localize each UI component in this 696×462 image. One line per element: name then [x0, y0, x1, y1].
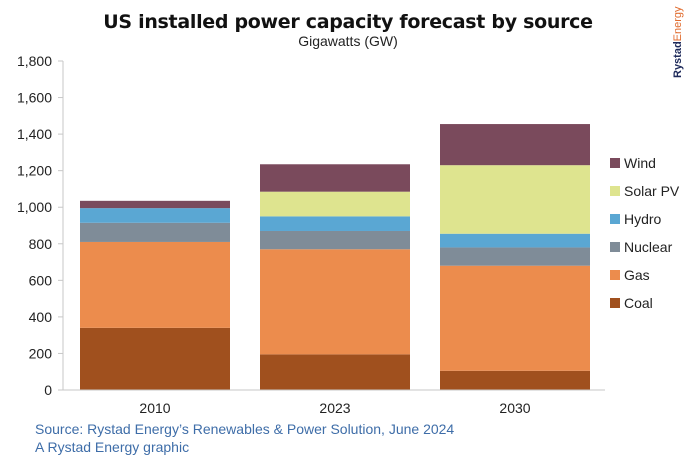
- bar-2010-wind: [80, 200, 230, 209]
- legend-swatch-wind: [610, 158, 620, 168]
- bar-2023-gas: [260, 249, 410, 355]
- bar-2030-wind: [440, 124, 590, 166]
- bar-2030-solar-pv: [440, 165, 590, 234]
- bar-2030-nuclear: [440, 247, 590, 266]
- bar-2010-coal: [80, 327, 230, 390]
- chart-subtitle: Gigawatts (GW): [298, 33, 398, 49]
- legend-label: Nuclear: [624, 239, 673, 255]
- y-tick-label: 1,000: [17, 199, 52, 215]
- legend-label: Coal: [624, 295, 653, 311]
- y-tick-label: 1,600: [17, 90, 52, 106]
- y-tick-label: 0: [44, 382, 52, 398]
- legend-label: Gas: [624, 267, 650, 283]
- source-note: Source: Rystad Energy’s Renewables & Pow…: [35, 421, 455, 437]
- legend-swatch-coal: [610, 298, 620, 308]
- legend-swatch-gas: [610, 270, 620, 280]
- x-tick-label: 2030: [499, 400, 530, 416]
- legend-swatch-hydro: [610, 214, 620, 224]
- bar-2023-hydro: [260, 216, 410, 231]
- bar-2030-coal: [440, 370, 590, 390]
- bar-2023-coal: [260, 354, 410, 390]
- credit-note: A Rystad Energy graphic: [35, 439, 190, 455]
- bar-2010-gas: [80, 241, 230, 328]
- x-tick-label: 2010: [139, 400, 170, 416]
- y-tick-label: 1,800: [17, 53, 52, 69]
- y-tick-label: 600: [29, 272, 53, 288]
- bar-2023-nuclear: [260, 230, 410, 250]
- legend-label: Solar PV: [624, 183, 680, 199]
- chart-title: US installed power capacity forecast by …: [103, 11, 593, 33]
- bar-2010-nuclear: [80, 222, 230, 242]
- legend-label: Wind: [624, 155, 656, 171]
- y-tick-label: 400: [29, 309, 53, 325]
- bar-2023-wind: [260, 164, 410, 192]
- bar-2030-hydro: [440, 233, 590, 248]
- bar-2030-gas: [440, 265, 590, 371]
- bar-2023-solar-pv: [260, 191, 410, 217]
- y-tick-label: 200: [29, 345, 53, 361]
- y-tick-label: 1,400: [17, 126, 52, 142]
- legend-label: Hydro: [624, 211, 662, 227]
- bar-2010-hydro: [80, 208, 230, 223]
- x-tick-label: 2023: [319, 400, 350, 416]
- y-tick-label: 800: [29, 236, 53, 252]
- legend-swatch-nuclear: [610, 242, 620, 252]
- legend-swatch-solar-pv: [610, 186, 620, 196]
- y-tick-label: 1,200: [17, 163, 52, 179]
